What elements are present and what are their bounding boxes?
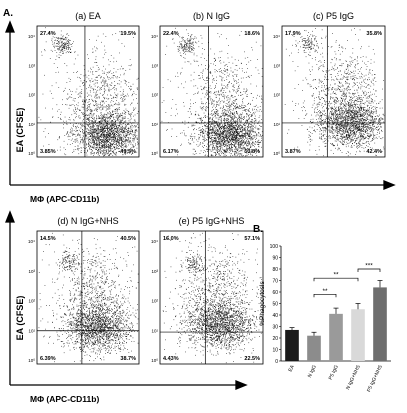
flow-panel-title: (a) EA (75, 11, 101, 21)
significance-label: ** (333, 272, 339, 279)
bar-y-tick-label: 20 (272, 336, 278, 342)
bar-y-tick-label: 70 (272, 278, 278, 284)
flow-tick-label: 10³ (28, 269, 35, 274)
bar-y-tick-label: 100 (270, 244, 279, 250)
quadrant-q-ul: 27.4% (40, 31, 56, 37)
significance-bracket (357, 268, 381, 272)
flow-panel-title: (b) N IgG (193, 11, 230, 21)
flow-tick-label: 10³ (151, 63, 158, 68)
flow-tick-label: 10⁴ (273, 34, 280, 39)
x-axis-label-top: MΦ (APC-CD11b) (30, 194, 99, 204)
significance-label: ** (322, 288, 328, 295)
x-axis-label-bottom: MΦ (APC-CD11b) (30, 394, 99, 404)
flow-panel-1: 10⁴ 10³ 10² 10¹ 10⁰ (a) EA 27.4% 19.5% 3.85% 49.3… (28, 11, 140, 158)
flow-tick-label: 10³ (28, 63, 35, 68)
flow-panels: 10⁴ 10³ 10² 10¹ 10⁰ (a) EA 27.4% 19.5% 3.85% 49.3… (28, 11, 386, 365)
flow-tick-label: 10⁰ (28, 151, 35, 156)
flow-tick-label: 10¹ (273, 122, 280, 127)
bar-2 (307, 335, 321, 361)
flow-panel-title: (d) N IgG+NHS (57, 216, 118, 226)
bar-y-tick-label: 90 (272, 255, 278, 261)
bar-y-tick-label: 80 (272, 267, 278, 273)
quadrant-q-lr: 49.3% (120, 149, 136, 155)
quadrant-q-ul: 14.5% (40, 236, 56, 242)
quadrant-q-ll: 6.17% (163, 149, 179, 155)
flow-panel-2: 10⁴ 10³ 10² 10¹ 10⁰ (b) N IgG 22.4% 18.6% 6.17% 5… (151, 11, 264, 158)
axis-arrows-top (5, 20, 396, 190)
flow-panel-5: 10⁴ 10³ 10² 10¹ 10⁰ (e) P5 IgG+NHS 16.0% 57.1% 4… (151, 216, 264, 365)
flow-tick-label: 10⁰ (273, 151, 280, 156)
flow-tick-label: 10⁰ (151, 358, 158, 363)
flow-panel-4: 10⁴ 10³ 10² 10¹ 10⁰ (d) N IgG+NHS 14.5% 40.5% 6.… (28, 216, 140, 365)
flow-tick-label: 10¹ (28, 122, 35, 127)
flow-tick-label: 10² (28, 299, 35, 304)
bar-1 (285, 329, 299, 361)
flow-panel-frame (36, 25, 140, 158)
flow-dots (38, 27, 139, 157)
flow-tick-label: 10⁴ (28, 239, 35, 244)
flow-tick-label: 10³ (151, 269, 158, 274)
flow-tick-label: 10² (273, 93, 280, 98)
bar-category-label: N IgG+NHS (345, 364, 362, 391)
bar-5 (373, 287, 387, 361)
bar-y-tick-label: 30 (272, 324, 278, 330)
significance-bracket (313, 293, 337, 298)
flow-dots (38, 232, 139, 363)
bar-chart: 0 10 20 30 40 50 60 70 80 90 100 %Phagocytosis EA N I… (259, 244, 391, 393)
flow-tick-label: 10⁰ (151, 151, 158, 156)
flow-panel-title: (e) P5 IgG+NHS (179, 216, 245, 226)
flow-panel-title: (c) P5 IgG (313, 11, 354, 21)
y-axis-label-bottom: EA (CFSE) (15, 296, 25, 341)
bar-y-tick-label: 0 (275, 359, 278, 365)
bar-category-label: EA (288, 364, 297, 373)
quadrant-q-ll: 3.87% (285, 149, 301, 155)
quadrant-q-lr: 53.8% (244, 149, 260, 155)
panel-a-label: A. (3, 8, 13, 19)
bar-y-tick-label: 40 (272, 313, 278, 319)
quadrant-q-ur: 18.6% (244, 31, 260, 37)
bar-y-tick-label: 60 (272, 290, 278, 296)
flow-tick-label: 10³ (273, 63, 280, 68)
flow-tick-label: 10² (151, 299, 158, 304)
quadrant-q-lr: 38.7% (120, 356, 136, 362)
quadrant-q-lr: 22.5% (244, 356, 260, 362)
bar-category-label: N IgG (307, 364, 318, 378)
flow-tick-label: 10¹ (28, 328, 35, 333)
flow-tick-label: 10⁴ (151, 34, 158, 39)
quadrant-q-ur: 40.5% (120, 236, 136, 242)
quadrant-q-ul: 17.9% (285, 31, 301, 37)
quadrant-q-ll: 6.39% (40, 356, 56, 362)
quadrant-q-ur: 57.1% (244, 236, 260, 242)
flow-panel-3: 10⁴ 10³ 10² 10¹ 10⁰ (c) P5 IgG 17.9% 35.8% 3.87%… (273, 11, 386, 158)
quadrant-q-ul: 22.4% (163, 31, 179, 37)
flow-dots (284, 28, 385, 157)
bar-y-tick-label: 10 (272, 347, 278, 353)
significance-label: *** (365, 263, 373, 270)
bar-y-tick-label: 50 (272, 301, 278, 307)
significance-bracket (313, 277, 359, 282)
quadrant-q-ur: 19.5% (120, 31, 136, 37)
flow-tick-label: 10¹ (151, 122, 158, 127)
flow-tick-label: 10¹ (151, 328, 158, 333)
bar-3 (329, 313, 343, 361)
bar-4 (351, 309, 365, 361)
flow-tick-label: 10² (151, 93, 158, 98)
quadrant-q-ll: 3.85% (40, 149, 56, 155)
quadrant-q-ll: 4.43% (163, 356, 179, 362)
quadrant-q-ul: 16.0% (163, 236, 179, 242)
flow-tick-label: 10⁰ (28, 358, 35, 363)
panel-b-label: B. (253, 224, 263, 235)
flow-panel-frame (36, 230, 140, 365)
bar-category-label: P5 IgG (328, 364, 340, 381)
flow-tick-label: 10² (28, 93, 35, 98)
flow-tick-label: 10⁴ (28, 34, 35, 39)
bar-category-label: P5 IgG+NHS (366, 364, 384, 393)
quadrant-q-lr: 42.4% (366, 149, 382, 155)
quadrant-q-ur: 35.8% (366, 31, 382, 37)
flow-tick-label: 10⁴ (151, 239, 158, 244)
y-axis-label-top: EA (CFSE) (15, 108, 25, 153)
axis-arrows-bottom (5, 210, 248, 390)
bar-y-axis-label: %Phagocytosis (259, 281, 266, 326)
